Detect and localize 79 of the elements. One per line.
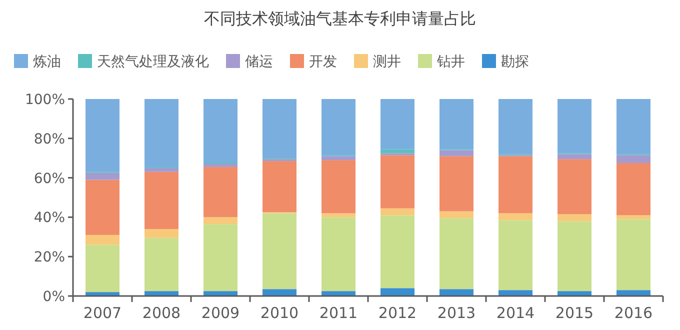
bar <box>498 156 532 214</box>
legend-label: 储运 <box>245 54 273 70</box>
bar <box>558 221 592 292</box>
bar <box>322 160 356 214</box>
y-tick-label: 20% <box>34 250 65 266</box>
y-tick-label: 80% <box>34 131 65 148</box>
bar <box>262 213 296 290</box>
legend-label: 开发 <box>309 54 337 70</box>
bar <box>262 161 296 212</box>
bar <box>440 218 474 290</box>
legend-label: 勘探 <box>501 54 529 70</box>
bar <box>440 156 474 212</box>
bar <box>498 220 532 290</box>
bar <box>86 172 120 180</box>
bar <box>440 211 474 218</box>
bar <box>616 163 650 216</box>
y-tick-label: 0% <box>42 289 65 305</box>
x-tick-label: 2010 <box>260 304 299 322</box>
bar <box>498 290 532 296</box>
x-tick-label: 2015 <box>555 304 594 322</box>
x-tick-label: 2016 <box>614 304 653 322</box>
bar <box>440 150 474 156</box>
bar <box>558 214 592 222</box>
x-tick-label: 2011 <box>319 304 358 322</box>
bar <box>558 159 592 214</box>
bar <box>86 234 120 245</box>
bar <box>380 149 414 154</box>
bar <box>380 288 414 296</box>
bar <box>558 99 592 154</box>
legend-label: 钻井 <box>436 54 465 70</box>
bar <box>440 289 474 296</box>
bar <box>380 99 414 150</box>
bar <box>204 166 238 218</box>
bar <box>322 156 356 160</box>
bar <box>86 244 120 292</box>
bar <box>86 99 120 172</box>
x-tick-label: 2013 <box>437 304 476 322</box>
bar <box>380 155 414 208</box>
legend-label: 测井 <box>373 54 401 70</box>
bar <box>616 215 650 220</box>
chart-title: 不同技术领域油气基本专利申请量占比 <box>204 9 476 28</box>
bar <box>322 291 356 296</box>
bar <box>262 99 296 158</box>
bar <box>204 291 238 296</box>
bar <box>616 155 650 164</box>
bar <box>144 291 178 296</box>
bar <box>616 290 650 296</box>
x-tick-label: 2009 <box>201 304 240 322</box>
bar <box>144 168 178 172</box>
bar <box>616 219 650 290</box>
bar <box>144 172 178 230</box>
bar <box>144 99 178 167</box>
x-tick-label: 2012 <box>378 304 417 322</box>
bar <box>380 215 414 288</box>
bar <box>498 213 532 220</box>
bar <box>144 229 178 238</box>
bar <box>380 208 414 216</box>
bar <box>498 99 532 154</box>
bar <box>204 164 238 167</box>
bar <box>144 238 178 292</box>
y-tick-label: 40% <box>34 210 65 226</box>
bar <box>204 99 238 164</box>
y-tick-label: 60% <box>34 170 65 187</box>
bar <box>262 289 296 296</box>
bar <box>616 99 650 154</box>
legend-label: 天然气处理及液化 <box>97 54 209 70</box>
bar <box>558 291 592 296</box>
bar <box>204 224 238 292</box>
legend-label: 炼油 <box>33 54 61 70</box>
bar <box>86 180 120 235</box>
bar <box>204 217 238 224</box>
bar <box>558 154 592 160</box>
y-tick-label: 100% <box>24 92 65 108</box>
x-tick-label: 2014 <box>496 304 535 322</box>
x-tick-label: 2007 <box>83 304 122 322</box>
x-tick-label: 2008 <box>142 304 181 322</box>
bar <box>322 99 356 156</box>
bar <box>440 99 474 150</box>
bar <box>322 217 356 292</box>
